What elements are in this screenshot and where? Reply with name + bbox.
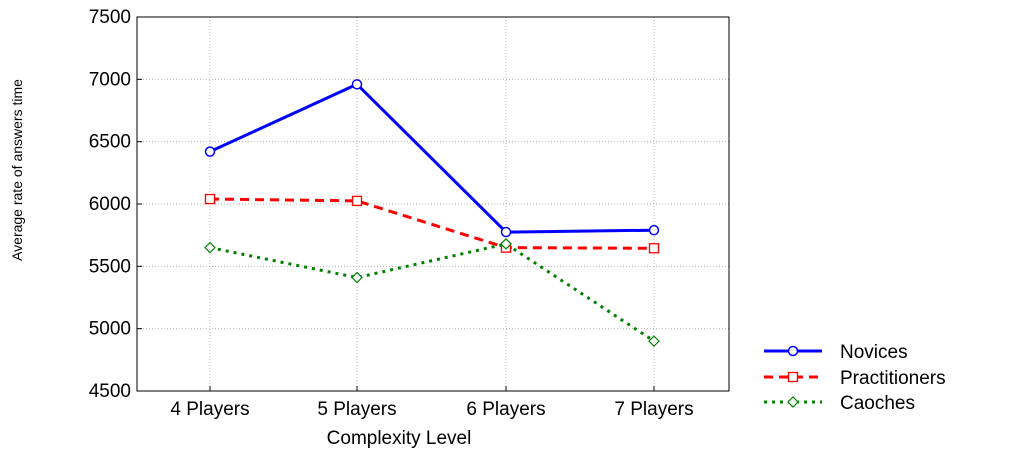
series-line-novices <box>209 82 655 234</box>
y-tick-label: 6000 <box>89 194 131 215</box>
data-point-novices <box>500 226 512 238</box>
data-point-novices <box>204 146 216 157</box>
plot-frame <box>136 16 730 392</box>
x-tick-label: 4 Players <box>170 399 249 420</box>
data-point-practitioners <box>204 193 216 205</box>
data-point-caoches <box>500 238 512 250</box>
axes: 4500 5000 5500 6000 6500 7000 7500 4 Players 5 P… <box>89 7 694 420</box>
x-tick-label: 7 Players <box>614 399 693 420</box>
legend-label-practitioners: Practitioners <box>840 368 946 389</box>
legend-label-caoches: Caoches <box>840 393 915 414</box>
y-tick-label: 6500 <box>89 132 131 153</box>
data-point-caoches <box>351 271 363 284</box>
data-point-practitioners <box>648 243 660 254</box>
legend-marker-practitioners <box>787 371 799 383</box>
data-point-practitioners <box>351 195 363 207</box>
series-line-practitioners <box>209 197 655 250</box>
y-axis-title: Average rate of answers time <box>9 79 25 261</box>
legend-label-novices: Novices <box>840 342 908 363</box>
y-tick-label: 4500 <box>89 381 131 402</box>
legend-marker-caoches <box>787 396 799 408</box>
data-point-novices <box>648 224 660 236</box>
series-line-caoches <box>209 242 655 343</box>
y-tick-label: 5000 <box>89 319 131 340</box>
x-axis-title: Complexity Level <box>327 428 472 449</box>
legend-marker-novices <box>787 345 799 357</box>
data-point-novices <box>351 79 363 90</box>
x-tick-label: 5 Players <box>317 399 396 420</box>
legend: Novices Practitioners Caoches <box>764 342 946 414</box>
y-tick-label: 7000 <box>89 69 131 90</box>
y-tick-label: 5500 <box>89 256 131 277</box>
data-point-caoches <box>204 241 216 254</box>
grid <box>137 17 729 391</box>
series <box>204 79 660 347</box>
y-tick-label: 7500 <box>89 7 131 28</box>
data-point-caoches <box>648 335 660 347</box>
x-tick-label: 6 Players <box>466 399 545 420</box>
